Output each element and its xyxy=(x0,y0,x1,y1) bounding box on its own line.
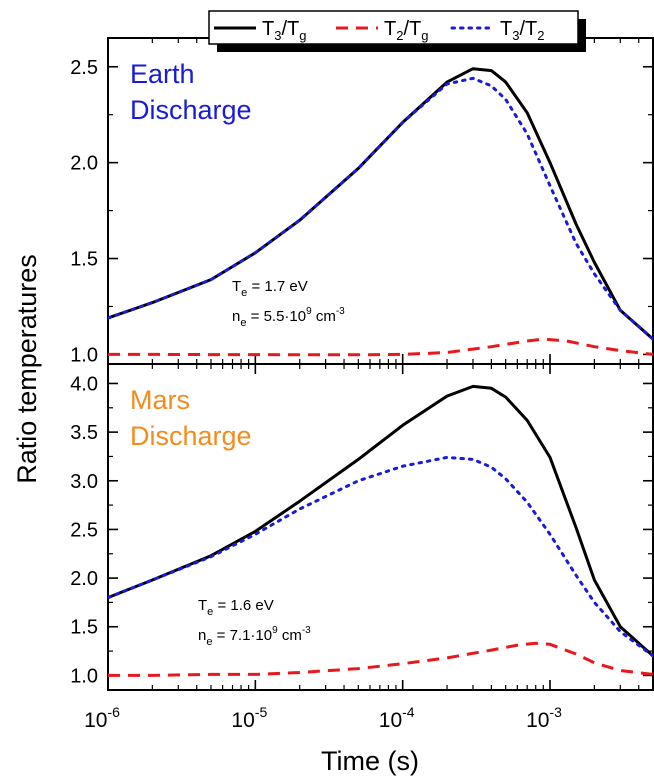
panel-label: Discharge xyxy=(130,421,252,451)
legend: T3/Tg T2/Tg T3/T2 xyxy=(208,10,586,52)
series-line-3-2 xyxy=(108,455,653,658)
y-tick-label: 2.5 xyxy=(70,57,98,79)
x-tick-label: 10-4 xyxy=(379,704,415,732)
panel-annotation: ne = 7.1·109 cm-3 xyxy=(198,625,311,648)
panel-annotation: ne = 5.5·109 cm-3 xyxy=(232,306,345,329)
legend-label: T3/Tg xyxy=(262,18,306,43)
y-tick-label: 1.0 xyxy=(70,665,98,687)
x-axis-title: Time (s) xyxy=(321,746,419,776)
y-tick-label: 1.0 xyxy=(70,344,98,366)
panel-annotation: Te = 1.7 eV xyxy=(232,278,308,299)
legend-box xyxy=(208,10,579,45)
x-tick-label: 10-5 xyxy=(231,704,267,732)
y-tick-label: 2.0 xyxy=(70,568,98,590)
series-group-bottom xyxy=(108,384,653,677)
plot-frame-bottom xyxy=(107,363,654,691)
series-line-2-g xyxy=(108,641,653,677)
x-tick-label: 10-3 xyxy=(526,704,562,732)
panel-label: Earth xyxy=(130,59,195,89)
y-tick-label: 1.5 xyxy=(70,617,98,639)
y-tick-label: 2.0 xyxy=(70,153,98,175)
legend-label: T2/Tg xyxy=(384,18,428,43)
series-line-3-2 xyxy=(108,76,653,341)
panel-annotation: Te = 1.6 eV xyxy=(198,597,274,618)
series-group-top xyxy=(108,67,653,357)
y-axis-title: Ratio temperatures xyxy=(12,254,42,484)
x-tick-label: 10-6 xyxy=(84,704,120,732)
panel-label: Discharge xyxy=(130,95,252,125)
y-tick-label: 3.0 xyxy=(70,471,98,493)
plot-layer: 1.0 1.5 2.0 2.5 Earth Discharge Te = 1.7 eV ne … xyxy=(70,37,654,732)
y-tick-label: 3.5 xyxy=(70,422,98,444)
y-tick-label: 4.0 xyxy=(70,373,98,395)
panel-label: Mars xyxy=(130,385,190,415)
legend-label: T3/T2 xyxy=(500,18,544,43)
y-tick-label: 2.5 xyxy=(70,519,98,541)
series-line-3-g xyxy=(108,384,653,658)
y-tick-label: 1.5 xyxy=(70,249,98,271)
